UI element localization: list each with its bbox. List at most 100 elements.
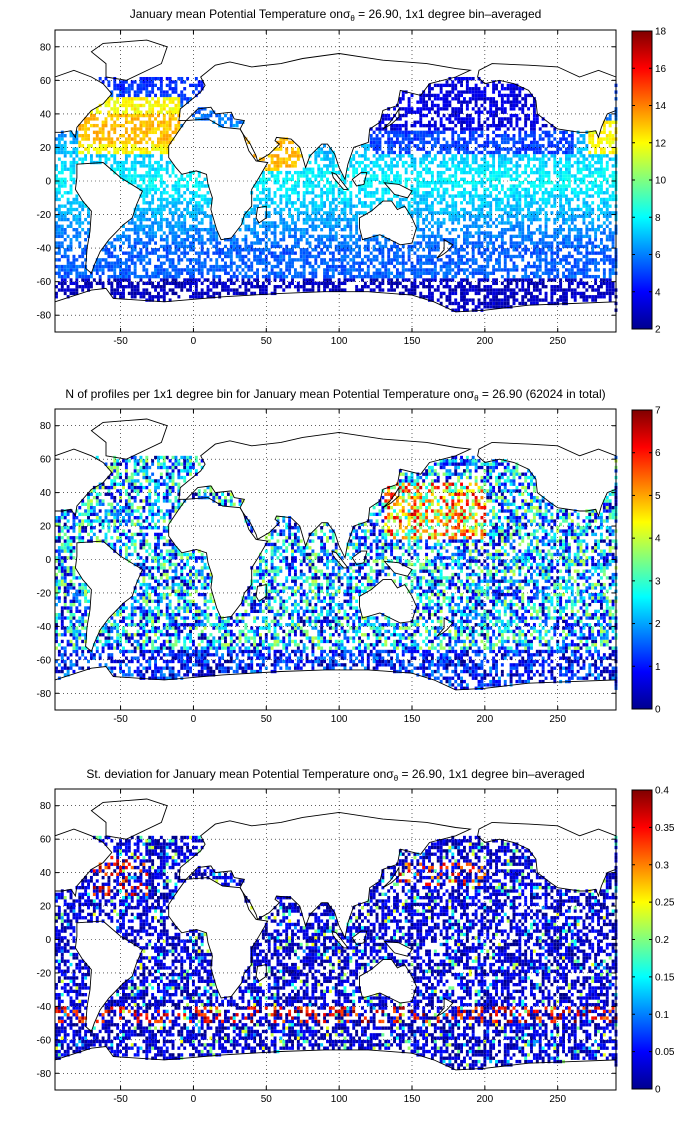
data-cell xyxy=(521,258,525,262)
data-cell xyxy=(477,268,481,272)
data-cell xyxy=(320,191,324,195)
data-cell xyxy=(559,177,563,181)
data-cell xyxy=(165,150,169,155)
data-cell xyxy=(538,224,542,228)
data-cell xyxy=(75,234,79,239)
data-cell xyxy=(331,261,335,265)
data-cell xyxy=(200,274,204,279)
data-cell xyxy=(226,254,230,259)
data-cell xyxy=(468,197,472,202)
data-cell xyxy=(159,295,163,299)
data-cell xyxy=(492,281,496,286)
data-cell xyxy=(139,154,143,158)
data-cell xyxy=(451,214,455,218)
data-cell xyxy=(238,248,242,252)
data-cell xyxy=(384,241,388,245)
data-cell xyxy=(422,167,426,171)
data-cell xyxy=(544,191,548,195)
data-cell xyxy=(439,181,443,185)
data-cell xyxy=(282,254,286,259)
data-cell xyxy=(605,211,609,215)
data-cell xyxy=(122,261,125,265)
data-cell xyxy=(180,288,184,292)
data-cell xyxy=(331,187,335,192)
data-cell xyxy=(413,251,417,255)
data-cell xyxy=(288,140,292,145)
data-cell xyxy=(136,160,140,165)
data-cell xyxy=(308,278,312,282)
data-cell xyxy=(293,227,297,232)
data-cell xyxy=(69,191,73,195)
data-cell xyxy=(124,140,128,145)
data-cell xyxy=(224,288,227,292)
data-cell xyxy=(454,298,458,302)
data-cell xyxy=(439,150,443,155)
data-cell xyxy=(104,258,108,262)
data-cell xyxy=(495,194,498,198)
data-cell xyxy=(81,201,85,205)
data-cell xyxy=(148,291,152,296)
data-cell xyxy=(162,271,166,275)
data-cell xyxy=(565,197,568,202)
data-cell xyxy=(122,288,125,292)
data-cell xyxy=(422,147,426,151)
data-cell xyxy=(191,227,195,232)
data-cell xyxy=(122,271,125,275)
data-cell xyxy=(387,191,391,195)
data-cell xyxy=(177,194,181,198)
data-cell xyxy=(358,251,361,255)
data-cell xyxy=(579,177,583,181)
data-cell xyxy=(331,211,335,215)
data-cell xyxy=(305,288,309,292)
data-cell xyxy=(264,274,268,279)
data-cell xyxy=(532,285,536,289)
data-cell xyxy=(605,234,609,239)
data-cell xyxy=(538,197,542,202)
data-cell xyxy=(323,157,327,161)
data-cell xyxy=(323,150,327,155)
data-cell xyxy=(460,281,463,286)
data-cell xyxy=(343,204,347,208)
data-cell xyxy=(602,170,606,175)
data-cell xyxy=(183,191,187,195)
data-cell xyxy=(550,181,554,185)
data-cell xyxy=(349,271,353,275)
data-cell xyxy=(95,281,99,286)
data-cell xyxy=(282,160,286,165)
data-cell xyxy=(293,181,297,185)
data-cell xyxy=(474,308,478,312)
data-cell xyxy=(570,274,574,279)
data-cell xyxy=(291,274,294,279)
data-cell xyxy=(500,291,504,296)
data-cell xyxy=(89,154,93,158)
data-cell xyxy=(445,268,449,272)
data-cell xyxy=(594,251,598,255)
data-cell xyxy=(276,160,280,165)
data-cell xyxy=(387,248,391,252)
data-cell xyxy=(570,244,574,249)
data-cell xyxy=(521,217,525,222)
data-cell xyxy=(413,278,417,282)
data-cell xyxy=(124,274,128,279)
data-cell xyxy=(285,164,289,168)
data-cell xyxy=(527,134,531,138)
data-cell xyxy=(599,258,603,262)
data-cell xyxy=(349,244,353,249)
data-cell xyxy=(148,167,152,171)
data-cell xyxy=(139,137,143,141)
data-cell xyxy=(602,278,606,282)
data-cell xyxy=(148,217,152,222)
data-cell xyxy=(454,274,458,279)
data-cell xyxy=(465,160,469,165)
data-cell xyxy=(247,227,251,232)
data-cell xyxy=(599,278,603,282)
data-cell xyxy=(57,244,61,249)
data-cell xyxy=(582,217,586,222)
data-cell xyxy=(299,248,303,252)
data-cell xyxy=(145,194,149,198)
data-cell xyxy=(471,298,475,302)
data-cell xyxy=(425,285,429,289)
data-cell xyxy=(611,137,615,141)
data-cell xyxy=(401,274,405,279)
data-cell xyxy=(171,268,175,272)
